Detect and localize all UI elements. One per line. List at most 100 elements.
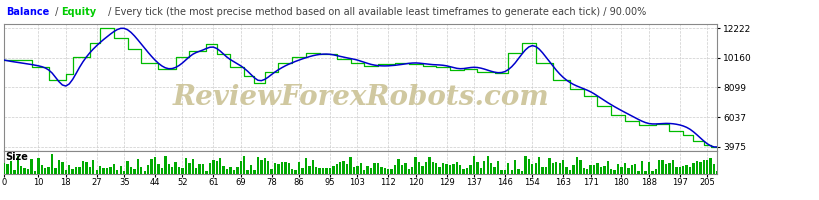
Bar: [41, 165, 43, 174]
Bar: [383, 168, 386, 174]
Bar: [102, 168, 105, 174]
Bar: [424, 162, 427, 174]
Bar: [616, 164, 618, 174]
Bar: [414, 157, 416, 174]
Bar: [503, 170, 505, 174]
Bar: [54, 168, 57, 174]
Bar: [322, 168, 324, 174]
Bar: [297, 162, 300, 174]
Bar: [537, 157, 540, 174]
Bar: [407, 169, 410, 174]
Bar: [523, 156, 526, 174]
Bar: [280, 162, 283, 174]
Bar: [592, 165, 595, 174]
Bar: [705, 160, 708, 174]
Bar: [260, 160, 262, 174]
Bar: [236, 167, 238, 174]
Bar: [476, 162, 478, 174]
Bar: [633, 164, 636, 174]
Bar: [229, 167, 232, 174]
Bar: [143, 171, 146, 174]
Bar: [129, 167, 132, 174]
Bar: [178, 167, 180, 174]
Bar: [691, 163, 694, 174]
Bar: [20, 166, 22, 174]
Bar: [311, 160, 314, 174]
Bar: [85, 162, 88, 174]
Bar: [13, 170, 16, 174]
Bar: [250, 165, 252, 174]
Bar: [441, 163, 444, 174]
Bar: [75, 167, 77, 174]
Bar: [161, 168, 163, 174]
Bar: [473, 156, 474, 174]
Bar: [482, 161, 485, 174]
Bar: [410, 167, 413, 174]
Bar: [667, 163, 670, 174]
Bar: [606, 161, 609, 174]
Bar: [599, 167, 601, 174]
Bar: [506, 163, 509, 174]
Bar: [688, 167, 690, 174]
Bar: [650, 171, 653, 174]
Bar: [558, 163, 560, 174]
Bar: [270, 169, 273, 174]
Bar: [82, 161, 84, 174]
Bar: [613, 170, 615, 174]
Text: / Every tick (the most precise method based on all available least timeframes to: / Every tick (the most precise method ba…: [105, 7, 645, 17]
Bar: [623, 163, 626, 174]
Bar: [342, 161, 345, 174]
Bar: [92, 160, 94, 174]
Bar: [346, 164, 348, 174]
Bar: [205, 171, 207, 174]
Bar: [195, 168, 197, 174]
Bar: [644, 171, 646, 174]
Bar: [30, 159, 33, 174]
Bar: [404, 163, 406, 174]
Bar: [421, 166, 423, 174]
Bar: [170, 167, 173, 174]
Bar: [212, 160, 215, 174]
Bar: [325, 168, 328, 174]
Bar: [7, 164, 9, 174]
Bar: [157, 164, 160, 174]
Bar: [363, 170, 365, 174]
Bar: [349, 157, 351, 174]
Bar: [459, 165, 461, 174]
Bar: [630, 165, 632, 174]
Bar: [496, 161, 499, 174]
Bar: [575, 157, 577, 174]
Bar: [198, 164, 201, 174]
Bar: [500, 170, 502, 174]
Bar: [661, 160, 663, 174]
Bar: [233, 170, 235, 174]
Bar: [514, 160, 516, 174]
Bar: [150, 159, 152, 174]
Bar: [393, 165, 396, 174]
Bar: [520, 171, 523, 174]
Bar: [647, 162, 649, 174]
Bar: [291, 169, 293, 174]
Text: /: /: [52, 7, 61, 17]
Bar: [301, 168, 303, 174]
Bar: [174, 162, 177, 174]
Bar: [10, 161, 12, 174]
Bar: [192, 159, 194, 174]
Bar: [79, 167, 80, 174]
Bar: [274, 163, 276, 174]
Bar: [120, 166, 122, 174]
Bar: [369, 168, 372, 174]
Bar: [664, 164, 667, 174]
Bar: [548, 158, 550, 174]
Bar: [376, 163, 378, 174]
Bar: [99, 166, 102, 174]
Bar: [123, 171, 125, 174]
Bar: [400, 165, 403, 174]
Bar: [360, 163, 361, 174]
Bar: [277, 164, 279, 174]
Bar: [208, 163, 210, 174]
Bar: [544, 167, 546, 174]
Bar: [201, 164, 204, 174]
Bar: [253, 170, 256, 174]
Bar: [699, 162, 701, 174]
